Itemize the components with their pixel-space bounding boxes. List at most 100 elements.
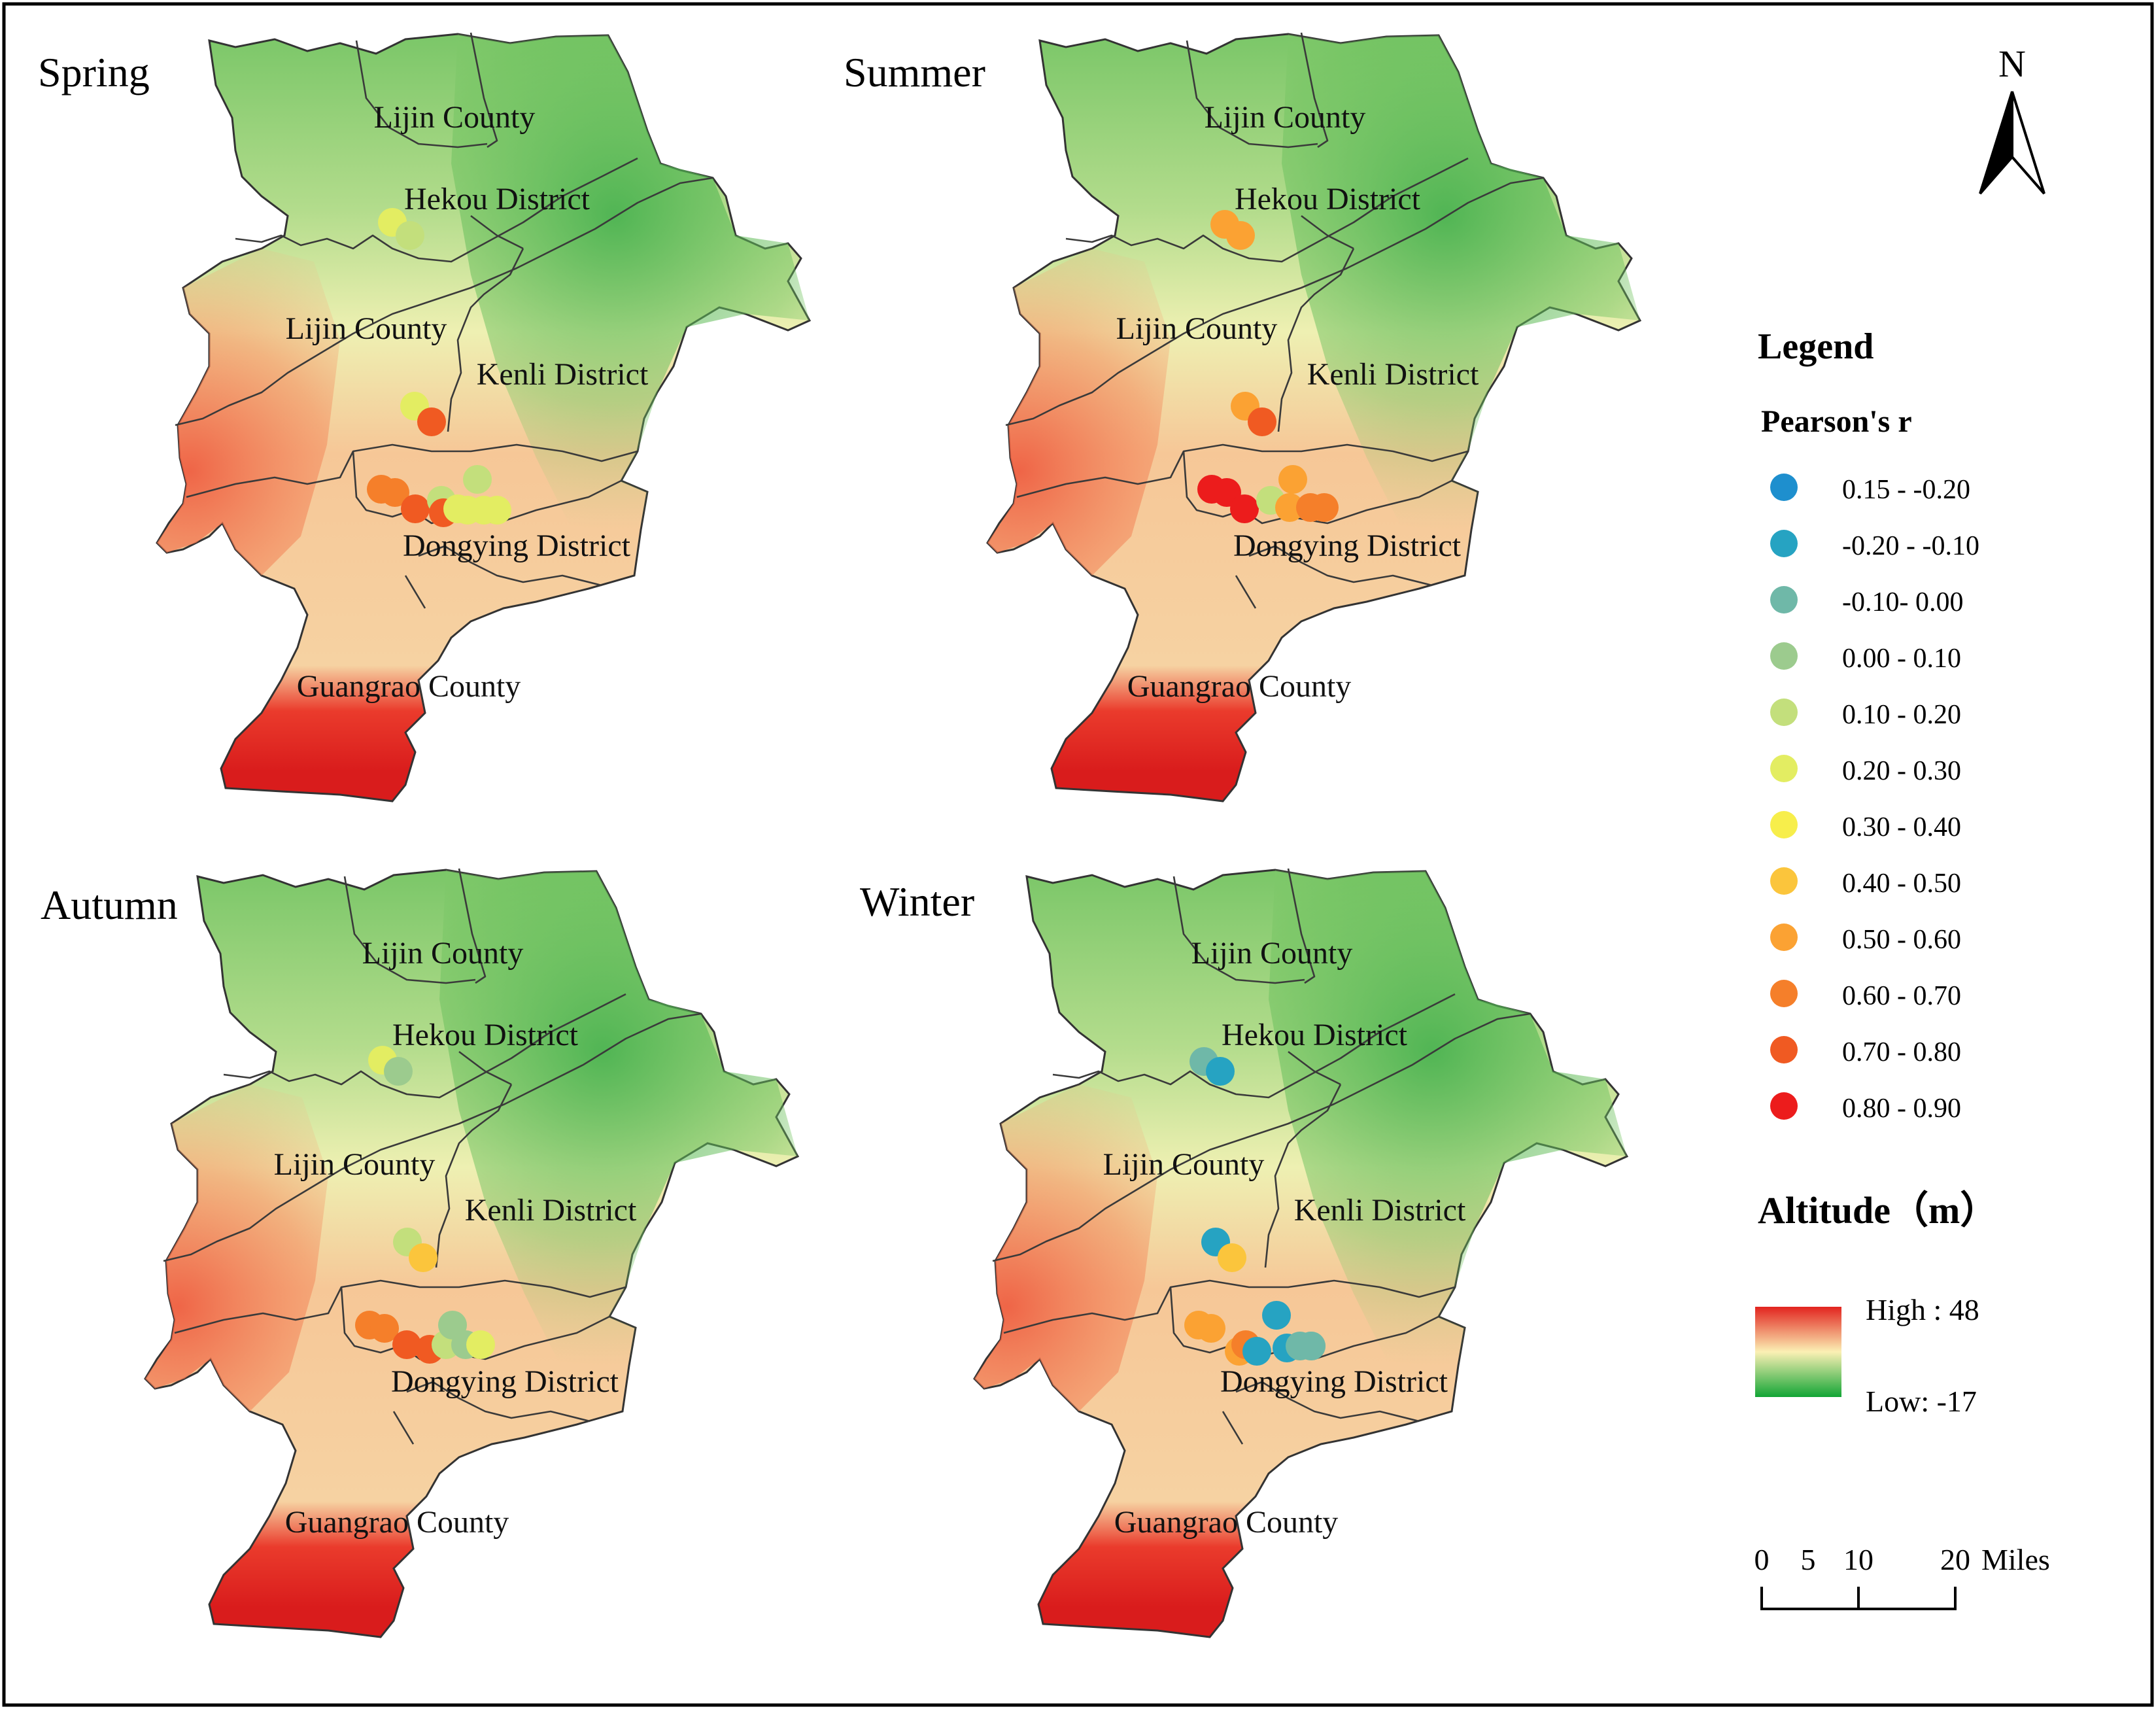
district-label: Lijin County	[362, 936, 524, 971]
station-point	[1206, 1057, 1235, 1086]
altitude-low-label: Low: -17	[1866, 1385, 1977, 1418]
station-point	[417, 407, 446, 436]
legend-label-7: 0.40 - 0.50	[1842, 869, 1961, 899]
map-panel-spring: Lijin County Hekou District Lijin County Ke…	[156, 31, 811, 803]
altitude-high-label: High : 48	[1866, 1293, 1979, 1326]
legend-label-3: 0.00 - 0.10	[1842, 644, 1961, 674]
legend-label-5: 0.20 - 0.30	[1842, 756, 1961, 786]
season-title-spring: Spring	[38, 49, 150, 95]
pearson-title: Pearson's r	[1761, 404, 1912, 439]
legend-label-9: 0.60 - 0.70	[1842, 981, 1961, 1011]
station-point	[463, 465, 492, 494]
legend-swatch-8	[1770, 924, 1798, 951]
district-label: Guangrao County	[285, 1505, 509, 1540]
district-label: Lijin County	[374, 100, 536, 135]
scale-tick-10: 10	[1843, 1543, 1874, 1576]
legend-label-8: 0.50 - 0.60	[1842, 925, 1961, 955]
station-point	[396, 221, 424, 250]
legend-swatch-9	[1770, 980, 1798, 1007]
district-label: Dongying District	[391, 1364, 619, 1399]
district-label: Kenli District	[465, 1193, 637, 1228]
map-panel-autumn: Lijin County Hekou District Lijin County Ke…	[144, 867, 799, 1638]
station-point	[370, 1314, 399, 1343]
legend-swatch-11	[1770, 1092, 1798, 1120]
legend: Legend Pearson's r 0.15 - -0.20 -0.20 - -…	[1755, 326, 1998, 1418]
season-title-winter: Winter	[860, 878, 974, 925]
district-label: Hekou District	[404, 182, 590, 216]
station-point	[466, 1330, 495, 1359]
scale-tick-20: 20	[1940, 1543, 1970, 1576]
north-arrow-label: N	[1998, 43, 2026, 85]
district-label: Kenli District	[1307, 357, 1479, 392]
district-label: Lijin County	[274, 1147, 436, 1182]
district-label: Hekou District	[1222, 1018, 1408, 1052]
legend-title: Legend	[1758, 326, 1874, 367]
legend-swatch-2	[1770, 586, 1798, 613]
legend-label-0: 0.15 - -0.20	[1842, 475, 1970, 505]
legend-swatch-6	[1770, 811, 1798, 838]
district-label: Dongying District	[1233, 528, 1462, 563]
district-label: Dongying District	[403, 528, 631, 563]
legend-label-2: -0.10- 0.00	[1842, 587, 1963, 617]
legend-label-1: -0.20 - -0.10	[1842, 531, 1979, 561]
scale-tick-5: 5	[1801, 1543, 1816, 1576]
station-point	[1197, 1314, 1225, 1343]
district-label: Lijin County	[1116, 311, 1278, 346]
legend-swatch-1	[1770, 530, 1798, 557]
legend-label-4: 0.10 - 0.20	[1842, 700, 1961, 730]
legend-label-6: 0.30 - 0.40	[1842, 812, 1961, 842]
station-point	[483, 496, 511, 525]
station-point	[1262, 1301, 1291, 1330]
map-panels: Lijin County Hekou District Lijin County Ke…	[38, 31, 1641, 1638]
legend-swatch-5	[1770, 755, 1798, 782]
district-label: Lijin County	[1103, 1147, 1265, 1182]
pearson-class-list: 0.15 - -0.20 -0.20 - -0.10 -0.10- 0.00 0.00…	[1770, 474, 1979, 1124]
district-label: Lijin County	[1191, 936, 1353, 971]
north-arrow-left-half	[1979, 91, 2013, 195]
scale-tick-0: 0	[1754, 1543, 1770, 1576]
station-point	[384, 1057, 413, 1086]
station-point	[1230, 494, 1259, 523]
station-point	[1226, 221, 1255, 250]
district-label: Kenli District	[1294, 1193, 1466, 1228]
district-label: Dongying District	[1220, 1364, 1448, 1399]
station-point	[401, 494, 430, 523]
legend-label-10: 0.70 - 0.80	[1842, 1037, 1961, 1067]
district-label: Guangrao County	[297, 669, 521, 704]
district-label: Kenli District	[477, 357, 649, 392]
legend-swatch-3	[1770, 642, 1798, 670]
legend-swatch-4	[1770, 699, 1798, 726]
district-label: Hekou District	[392, 1018, 579, 1052]
station-point	[1242, 1337, 1271, 1366]
legend-swatch-7	[1770, 867, 1798, 895]
station-point	[1310, 493, 1339, 522]
station-point	[1218, 1243, 1246, 1272]
district-label: Guangrao County	[1114, 1505, 1339, 1540]
map-panel-winter: Lijin County Hekou District Lijin County Ke…	[973, 867, 1628, 1638]
scale-bar: 0 5 10 20 Miles	[1754, 1543, 2050, 1610]
altitude-title: Altitude（m）	[1758, 1189, 1998, 1232]
legend-swatch-0	[1770, 474, 1798, 501]
district-label: Guangrao County	[1127, 669, 1352, 704]
north-arrow: N	[1979, 43, 2045, 195]
station-point	[381, 478, 409, 507]
station-point	[1297, 1332, 1326, 1360]
scale-unit: Miles	[1981, 1543, 2050, 1576]
station-point	[1248, 407, 1276, 436]
scale-bar-line	[1760, 1587, 1957, 1610]
map-panel-summer: Lijin County Hekou District Lijin County Ke…	[986, 31, 1641, 803]
station-point	[1278, 465, 1307, 494]
season-title-autumn: Autumn	[41, 882, 178, 928]
district-label: Lijin County	[1205, 100, 1366, 135]
district-label: Hekou District	[1235, 182, 1421, 216]
altitude-color-ramp	[1755, 1307, 1841, 1397]
season-title-summer: Summer	[844, 49, 985, 95]
station-point	[1275, 493, 1304, 522]
legend-swatch-10	[1770, 1036, 1798, 1063]
station-point	[409, 1243, 437, 1272]
north-arrow-right-half	[2011, 91, 2045, 195]
district-label: Lijin County	[286, 311, 447, 346]
legend-label-11: 0.80 - 0.90	[1842, 1094, 1961, 1124]
